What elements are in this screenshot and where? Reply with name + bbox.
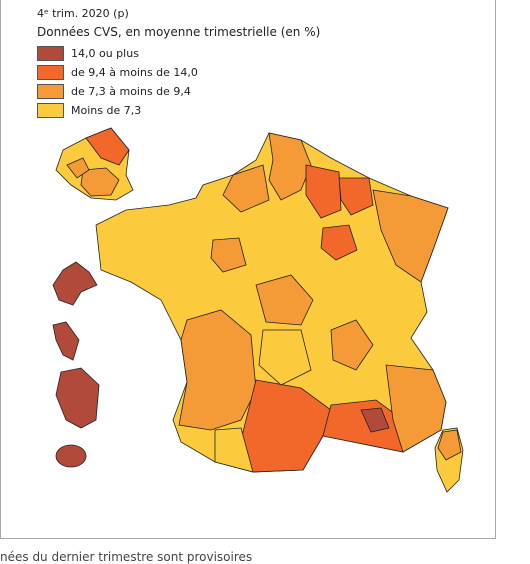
region xyxy=(178,309,257,431)
region xyxy=(258,329,312,386)
region xyxy=(330,319,374,371)
overseas-region xyxy=(55,444,87,468)
legend-item: 14,0 ou plus xyxy=(37,45,139,62)
legend-swatch xyxy=(37,84,64,99)
region xyxy=(214,427,254,473)
overseas-region xyxy=(55,367,100,429)
overseas-region xyxy=(52,321,80,361)
region xyxy=(320,224,358,261)
region xyxy=(372,189,449,283)
legend-label: Moins de 7,3 xyxy=(71,104,142,117)
corsica xyxy=(437,429,462,461)
region xyxy=(360,407,390,433)
region xyxy=(268,132,312,201)
region xyxy=(385,364,447,453)
subtitle: Données CVS, en moyenne trimestrielle (e… xyxy=(37,25,321,39)
map-panel: 4ᵉ trim. 2020 (p) Données CVS, en moyenn… xyxy=(0,0,496,539)
legend-swatch xyxy=(37,103,64,118)
legend-swatch xyxy=(37,46,64,61)
inset-region xyxy=(66,157,90,179)
region xyxy=(338,177,374,216)
overseas-region xyxy=(52,261,98,306)
legend-item: Moins de 7,3 xyxy=(37,102,141,119)
footnote: nées du dernier trimestre sont provisoir… xyxy=(0,550,253,564)
region xyxy=(305,164,342,219)
legend-label: de 9,4 à moins de 14,0 xyxy=(71,66,198,79)
period-label: 4ᵉ trim. 2020 (p) xyxy=(37,7,129,20)
legend-item: de 9,4 à moins de 14,0 xyxy=(37,64,198,81)
legend-item: de 7,3 à moins de 9,4 xyxy=(37,83,191,100)
legend-label: 14,0 ou plus xyxy=(71,47,139,60)
region xyxy=(222,164,270,213)
legend-label: de 7,3 à moins de 9,4 xyxy=(71,85,191,98)
region xyxy=(210,237,247,273)
inset-region xyxy=(80,167,120,197)
inset-region xyxy=(85,127,130,166)
region xyxy=(255,274,314,326)
map xyxy=(52,127,464,493)
legend-swatch xyxy=(37,65,64,80)
